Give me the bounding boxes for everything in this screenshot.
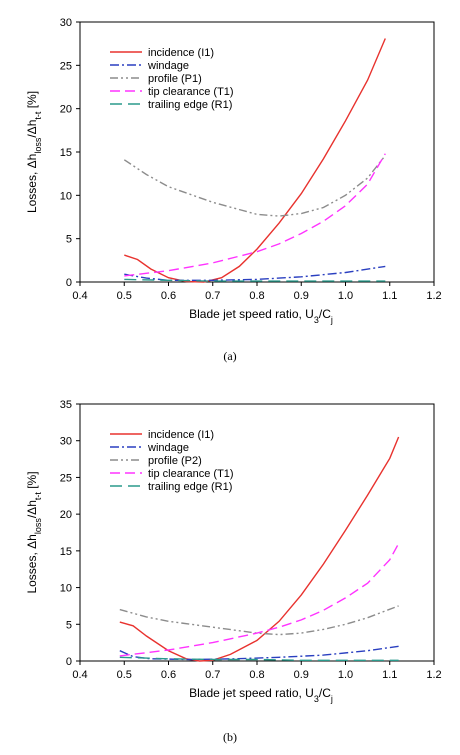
y-tick-label: 25 bbox=[60, 472, 72, 484]
x-tick-label: 0.4 bbox=[72, 290, 87, 302]
series-line-5 bbox=[119, 656, 399, 661]
y-tick-label: 30 bbox=[60, 436, 72, 448]
x-axis-label: Blade jet speed ratio, U3/Cj bbox=[189, 307, 333, 325]
legend-entry: tip clearance (T1) bbox=[148, 468, 234, 480]
y-tick-label: 10 bbox=[60, 190, 72, 202]
chart-a: 0.4 0.5 0.6 0.7 0.8 0.9 1.0 1.1 1.2 0 5 10 15 20 25 30 B… bbox=[25, 17, 442, 363]
y-tick-label: 5 bbox=[66, 619, 72, 631]
legend-entry: tip clearance (T1) bbox=[148, 86, 234, 98]
legend-entry: incidence (I1) bbox=[148, 47, 214, 59]
chart-b: 0.4 0.5 0.6 0.7 0.8 0.9 1.0 1.1 1.2 0 5 10 15 20 25 30 3… bbox=[25, 399, 442, 744]
series-line-2 bbox=[124, 265, 386, 281]
y-tick-label: 25 bbox=[60, 60, 72, 72]
series-line-3 bbox=[119, 605, 399, 636]
plot-frame bbox=[79, 21, 435, 283]
legend-entry: windage bbox=[147, 60, 189, 72]
x-tick-label: 1.0 bbox=[338, 669, 353, 681]
legend-entry: profile (P1) bbox=[148, 73, 202, 85]
plot-frame bbox=[79, 403, 435, 662]
series-line-2 bbox=[119, 645, 399, 661]
y-tick-label: 15 bbox=[60, 546, 72, 558]
legend-entry: incidence (I1) bbox=[148, 429, 214, 441]
y-tick-label: 20 bbox=[60, 104, 72, 116]
x-tick-label: 0.5 bbox=[117, 669, 132, 681]
x-tick-label: 0.8 bbox=[249, 290, 264, 302]
y-axis-label: Losses, Δhloss/Δht-t [%] bbox=[25, 471, 43, 593]
series-line-3 bbox=[123, 155, 386, 217]
y-axis-label: Losses, Δhloss/Δht-t [%] bbox=[25, 91, 43, 213]
y-tick-label: 15 bbox=[60, 147, 72, 159]
legend-entry: trailing edge (R1) bbox=[148, 481, 232, 493]
series-line-4 bbox=[124, 153, 386, 277]
x-tick-label: 1.1 bbox=[382, 669, 397, 681]
y-tick-label: 0 bbox=[66, 656, 72, 668]
series-line-4 bbox=[119, 543, 400, 657]
x-tick-label: 0.6 bbox=[161, 669, 176, 681]
legend-entry: profile (P2) bbox=[148, 455, 202, 467]
legend-entry: windage bbox=[147, 442, 189, 454]
x-tick-label: 0.7 bbox=[205, 669, 220, 681]
y-tick-label: 10 bbox=[60, 583, 72, 595]
x-axis-label: Blade jet speed ratio, U3/Cj bbox=[189, 686, 333, 704]
x-tick-label: 0.5 bbox=[117, 290, 132, 302]
y-tick-label: 0 bbox=[66, 277, 72, 289]
y-tick-label: 5 bbox=[66, 234, 72, 246]
figure-caption: (a) bbox=[223, 349, 236, 363]
x-tick-label: 1.2 bbox=[426, 290, 441, 302]
x-tick-label: 0.4 bbox=[72, 669, 87, 681]
x-tick-label: 0.6 bbox=[161, 290, 176, 302]
x-tick-label: 0.7 bbox=[205, 290, 220, 302]
x-tick-label: 0.9 bbox=[294, 290, 309, 302]
y-tick-label: 35 bbox=[60, 399, 72, 411]
x-tick-label: 1.0 bbox=[338, 290, 353, 302]
y-tick-label: 30 bbox=[60, 17, 72, 29]
legend-entry: trailing edge (R1) bbox=[148, 99, 232, 111]
x-tick-label: 1.2 bbox=[426, 669, 441, 681]
x-tick-label: 1.1 bbox=[382, 290, 397, 302]
series-line-5 bbox=[124, 278, 386, 282]
series-line-1 bbox=[119, 436, 400, 662]
x-tick-label: 0.8 bbox=[249, 669, 264, 681]
figure-caption: (b) bbox=[223, 730, 237, 744]
x-tick-label: 0.9 bbox=[294, 669, 309, 681]
y-tick-label: 20 bbox=[60, 509, 72, 521]
